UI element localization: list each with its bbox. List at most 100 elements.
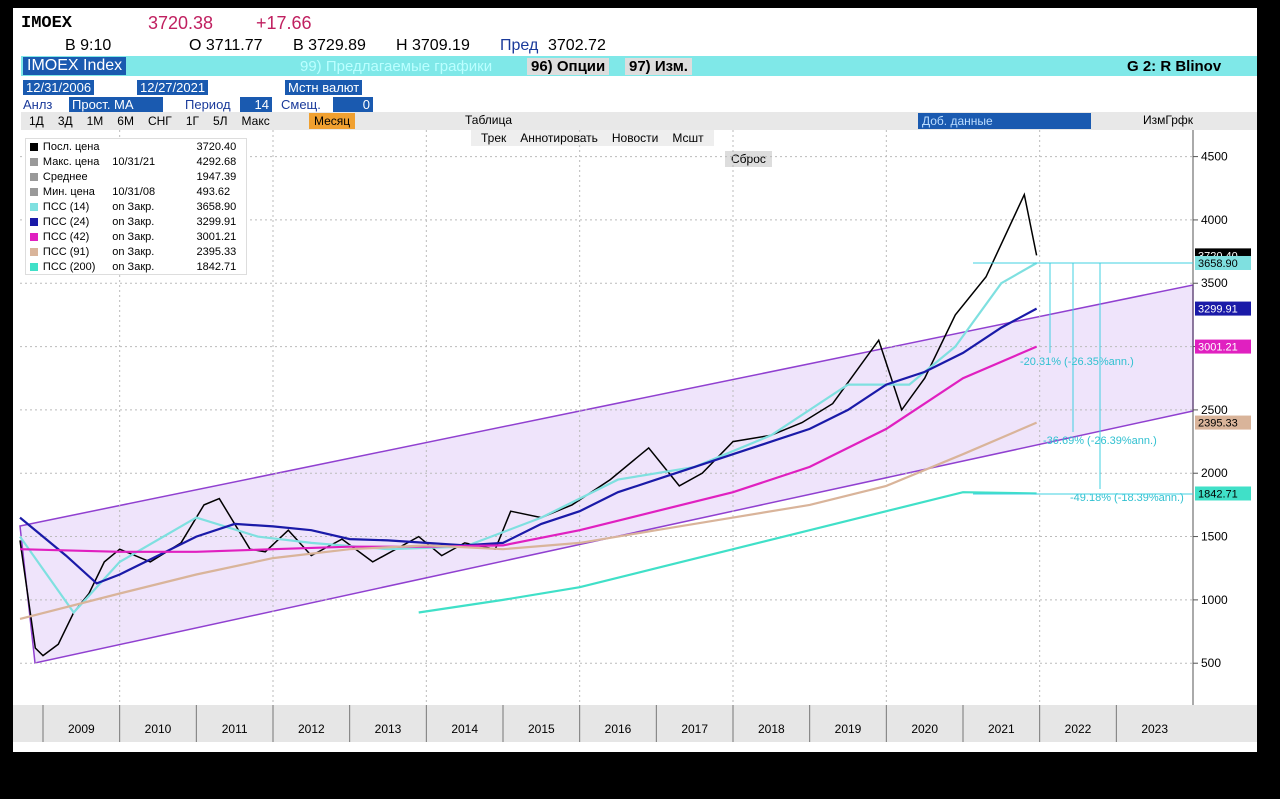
legend-swatch <box>30 202 38 211</box>
legend-swatch <box>30 262 38 271</box>
tool[interactable]: Новости <box>611 131 659 145</box>
legend-field: on Закр. <box>112 200 155 213</box>
legend-row: ПСС (91) on Закр. 2395.33 <box>26 244 246 259</box>
low: Н 3709.19 <box>396 37 470 54</box>
range-button[interactable]: СНГ <box>147 114 172 128</box>
legend-row: Среднее 1947.39 <box>26 169 246 184</box>
tool[interactable]: Мсшт <box>672 131 704 145</box>
legend-label: ПСС (24) <box>42 215 90 228</box>
series-line <box>19 345 1038 553</box>
legend-field: on Закр. <box>112 230 155 243</box>
ranges: 1Д 3Д 1М 6М СНГ 1Г 5Л Макс <box>23 113 276 129</box>
x-tick-label: 2021 <box>988 722 1015 736</box>
analysis-label: Анлз <box>23 97 53 112</box>
last-price: 3720.38 <box>148 13 214 33</box>
legend-row: ПСС (200) on Закр. 1842.71 <box>26 259 246 274</box>
legend-label: Макс. цена <box>42 155 100 168</box>
range-button[interactable]: 1Г <box>185 114 199 128</box>
period[interactable]: 14 <box>240 97 272 112</box>
y-tick-label: 3500 <box>1201 276 1228 290</box>
legend-value: 3299.91 <box>196 215 237 228</box>
legend-value: 2395.33 <box>196 245 237 258</box>
legend-label: Мин. цена <box>42 185 95 198</box>
analysis[interactable]: Прост. МА <box>69 97 163 112</box>
options[interactable]: 96) Опции <box>527 58 610 75</box>
series-line <box>19 421 1038 620</box>
x-tick-label: 2020 <box>911 722 938 736</box>
value-tag <box>1195 486 1251 501</box>
legend-value: 1947.39 <box>196 170 237 183</box>
tool[interactable]: Трек <box>481 131 507 145</box>
frequency[interactable]: Месяц <box>309 113 356 129</box>
suggested[interactable]: 99) Предлагаемые графики <box>300 58 493 75</box>
shift[interactable]: 0 <box>333 97 373 112</box>
legend-swatch <box>30 157 38 166</box>
annotation: -20.31% (-26.35%ann.) <box>1020 356 1134 368</box>
legend-label: ПСС (91) <box>42 245 90 258</box>
x-tick-label: 2015 <box>528 722 555 736</box>
legend: Посл. цена 3720.40 Макс. цена 10/31/21 4292.… <box>25 138 247 275</box>
range-button[interactable]: 1Д <box>29 114 44 128</box>
tool[interactable]: Аннотировать <box>520 131 598 145</box>
table[interactable]: Таблица <box>465 113 513 127</box>
series-line <box>19 192 1038 657</box>
legend-row: Мин. цена 10/31/08 493.62 <box>26 184 246 199</box>
legend-swatch <box>30 172 38 181</box>
value-tag <box>1195 255 1251 270</box>
legend-label: Посл. цена <box>42 140 100 153</box>
legend-value: 3658.90 <box>196 200 237 213</box>
x-tick-label: 2013 <box>375 722 402 736</box>
x-tick-label: 2023 <box>1141 722 1168 736</box>
range-button[interactable]: 6М <box>117 114 134 128</box>
legend-value: 1842.71 <box>196 260 237 273</box>
x-tick-label: 2014 <box>451 722 478 736</box>
range-button[interactable]: 5Л <box>212 114 228 128</box>
screen: IMOEX 3720.38 +17.66 В 9:10 О 3711.77 В … <box>13 8 1257 752</box>
end-date[interactable]: 12/27/2021 <box>137 80 209 95</box>
legend-label: ПСС (42) <box>42 230 90 243</box>
x-tick-label: 2019 <box>835 722 862 736</box>
y-tick-label: 1500 <box>1201 530 1228 544</box>
legend-date: 10/31/08 <box>112 185 156 198</box>
chart: 5001000150020002500300035004000450020092… <box>13 130 1257 742</box>
add-data[interactable]: Доб. данные <box>918 113 1091 129</box>
legend-value: 3001.21 <box>196 230 237 243</box>
security[interactable]: IMOEX Index <box>23 57 127 75</box>
value-tag-label: 1842.71 <box>1198 488 1238 500</box>
legend-label: Среднее <box>42 170 88 183</box>
legend-label: ПСС (200) <box>42 260 96 273</box>
value-tag-label: 3299.91 <box>1198 304 1238 316</box>
x-tick-label: 2017 <box>681 722 708 736</box>
legend-value: 493.62 <box>196 185 231 198</box>
edit[interactable]: 97) Изм. <box>625 58 692 75</box>
y-tick-label: 4500 <box>1201 150 1228 164</box>
high: В 3729.89 <box>293 37 366 54</box>
x-tick-label: 2022 <box>1065 722 1092 736</box>
y-tick-label: 4000 <box>1201 213 1228 227</box>
tools: Трек Аннотировать Новости Мсшт <box>471 130 714 146</box>
series-line <box>418 491 1037 614</box>
currency[interactable]: Мстн валют <box>285 80 363 95</box>
x-tick-label: 2011 <box>222 722 248 736</box>
reset[interactable]: Сброс <box>725 151 772 167</box>
legend-row: ПСС (14) on Закр. 3658.90 <box>26 199 246 214</box>
channel <box>19 284 1194 664</box>
legend-row: Посл. цена 3720.40 <box>26 139 246 154</box>
legend-field: on Закр. <box>112 215 155 228</box>
period-label: Период <box>185 97 231 112</box>
y-tick-label: 2000 <box>1201 466 1228 480</box>
open: О 3711.77 <box>189 37 263 54</box>
y-tick-label: 500 <box>1201 656 1221 670</box>
range-button[interactable]: 3Д <box>57 114 73 128</box>
value-tag <box>1195 415 1251 430</box>
annotation: -49.18% (-18.39%ann.) <box>1070 492 1184 504</box>
edit-chart[interactable]: ИзмГрфк <box>1143 113 1193 127</box>
legend-row: ПСС (24) on Закр. 3299.91 <box>26 214 246 229</box>
shift-label: Смещ. <box>281 97 321 112</box>
y-tick-label: 2500 <box>1201 403 1228 417</box>
range-button[interactable]: 1М <box>86 114 104 128</box>
x-tick-label: 2010 <box>145 722 172 736</box>
legend-swatch <box>30 247 38 256</box>
start-date[interactable]: 12/31/2006 <box>23 80 95 95</box>
range-button[interactable]: Макс <box>241 114 270 128</box>
